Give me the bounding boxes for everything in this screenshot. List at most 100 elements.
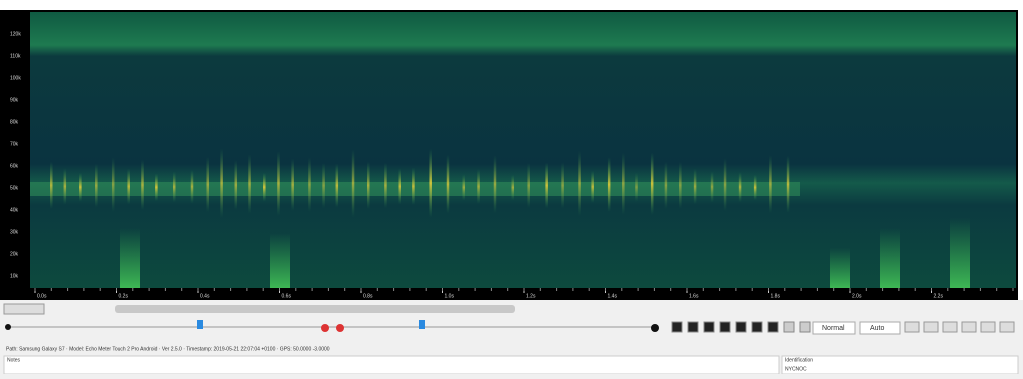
time-label: 0.6s	[282, 293, 292, 299]
time-label: 1.0s	[445, 293, 455, 299]
tool-button[interactable]	[672, 322, 682, 332]
tool-button[interactable]	[1000, 322, 1014, 332]
bat-call	[561, 162, 564, 208]
bat-call	[384, 163, 387, 208]
bat-call	[578, 151, 581, 216]
tool-button[interactable]	[736, 322, 746, 332]
bat-call	[591, 171, 594, 203]
tool-button[interactable]	[720, 322, 730, 332]
bat-call	[127, 169, 129, 205]
time-label: 1.6s	[689, 293, 699, 299]
notes-box[interactable]	[4, 356, 779, 374]
tool-button[interactable]	[905, 322, 919, 332]
record-marker[interactable]	[321, 324, 329, 332]
bat-call	[608, 157, 611, 212]
nav-buttons[interactable]	[4, 304, 44, 314]
slider-end[interactable]	[651, 324, 659, 332]
bat-call	[248, 154, 251, 214]
frequency-label: 30k	[10, 229, 19, 235]
record-marker[interactable]	[336, 324, 344, 332]
bat-call	[191, 170, 194, 204]
time-label: 0.8s	[363, 293, 373, 299]
frequency-label: 90k	[10, 97, 19, 103]
bat-call	[399, 169, 402, 205]
tool-button[interactable]	[704, 322, 714, 332]
frequency-label: 80k	[10, 119, 19, 125]
tool-button[interactable]	[981, 322, 995, 332]
bat-call	[635, 173, 638, 202]
bat-call	[429, 149, 432, 218]
frequency-label: 10k	[10, 273, 19, 279]
slider-marker[interactable]	[197, 320, 203, 329]
bat-call	[694, 169, 697, 204]
bat-call	[447, 155, 450, 214]
bat-call	[79, 173, 82, 202]
bat-call	[277, 151, 280, 216]
time-label: 1.2s	[526, 293, 536, 299]
tool-button[interactable]	[768, 322, 778, 332]
slider-start[interactable]	[5, 324, 11, 330]
bat-call	[545, 163, 548, 209]
bat-call	[352, 149, 355, 217]
bat-call	[263, 173, 266, 202]
bat-call	[494, 155, 497, 213]
noise-glow	[830, 248, 850, 288]
bat-call	[724, 158, 727, 211]
slider-marker[interactable]	[419, 320, 425, 329]
time-label: 0.4s	[200, 293, 210, 299]
bat-call	[769, 155, 772, 213]
bat-call	[50, 162, 53, 209]
frequency-label: 50k	[10, 185, 19, 191]
tool-button[interactable]	[752, 322, 762, 332]
bat-call	[477, 169, 480, 204]
tool-button[interactable]	[924, 322, 938, 332]
identification-label: Identification	[785, 357, 813, 363]
bat-call	[367, 162, 370, 209]
bat-call	[235, 160, 238, 210]
time-label: 0.2s	[119, 293, 129, 299]
frequency-label: 70k	[10, 141, 19, 147]
frequency-label: 40k	[10, 207, 19, 213]
frequency-label: 100k	[10, 75, 21, 81]
zoom: Auto	[870, 325, 885, 332]
bat-call	[711, 171, 714, 202]
info-line: Path: Samsung Galaxy S7 · Model: Echo Me…	[6, 346, 330, 352]
noise-glow	[120, 228, 140, 288]
identification-value: NYCNOC	[785, 366, 807, 372]
bat-call	[64, 168, 67, 204]
scrollbar[interactable]	[115, 305, 515, 313]
bat-call	[291, 159, 294, 211]
time-label: 2.2s	[934, 293, 944, 299]
bat-call	[679, 162, 682, 209]
bat-call	[95, 164, 98, 207]
bat-call	[220, 148, 223, 217]
bat-call	[651, 153, 654, 215]
bat-call	[173, 172, 176, 202]
bat-call	[207, 157, 210, 212]
tool-button[interactable]	[943, 322, 957, 332]
bat-call	[336, 164, 339, 208]
spectrogram	[30, 12, 1016, 288]
bat-call	[463, 174, 466, 200]
bat-call	[322, 163, 325, 208]
bat-call	[665, 162, 668, 209]
tool-button[interactable]	[784, 322, 794, 332]
tool-button[interactable]	[800, 322, 810, 332]
noise-glow	[880, 228, 900, 288]
bat-call	[155, 174, 158, 201]
bat-call	[754, 175, 757, 200]
frequency-label: 120k	[10, 31, 21, 37]
tool-button[interactable]	[962, 322, 976, 332]
bat-call	[527, 163, 530, 208]
tool-button[interactable]	[688, 322, 698, 332]
frequency-label: 60k	[10, 163, 19, 169]
bat-call	[412, 168, 415, 205]
noise-glow	[950, 218, 970, 288]
frequency-label: 110k	[10, 53, 21, 59]
call-band	[30, 182, 800, 196]
bat-call	[739, 172, 742, 202]
noise-glow	[270, 233, 290, 288]
identification-box[interactable]	[782, 356, 1018, 374]
bat-call	[512, 175, 515, 200]
bat-call	[141, 160, 144, 210]
